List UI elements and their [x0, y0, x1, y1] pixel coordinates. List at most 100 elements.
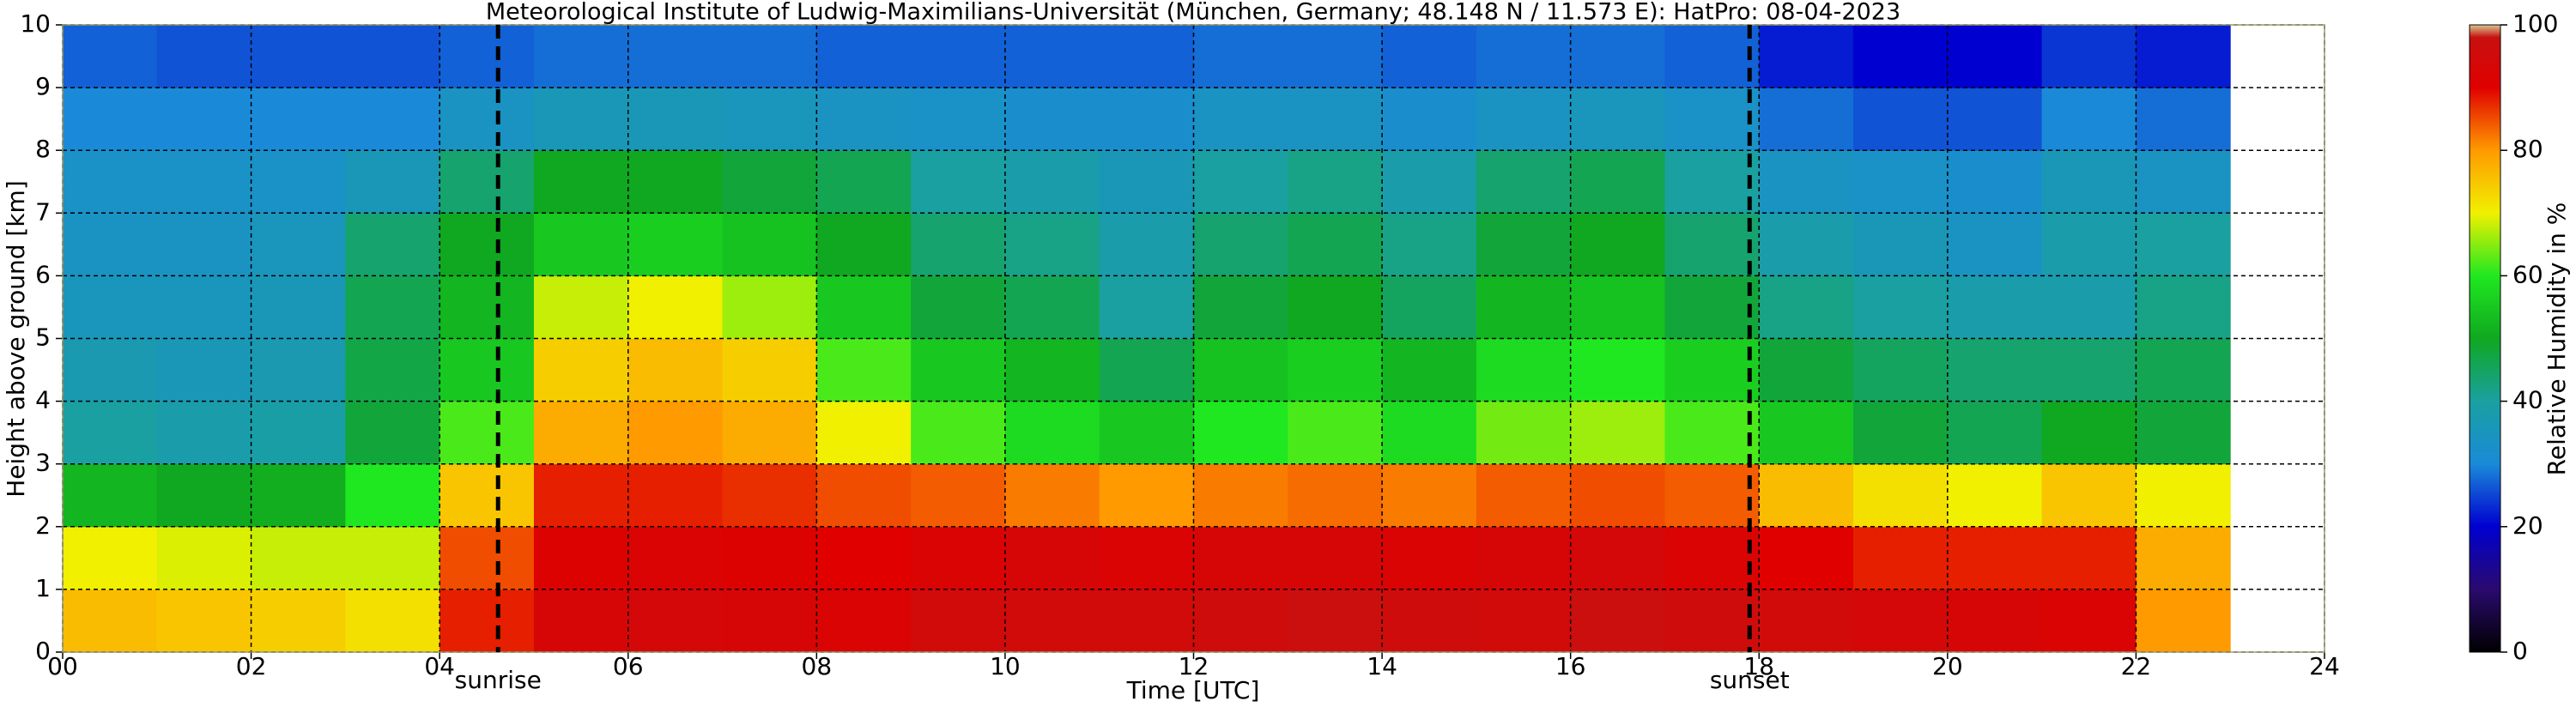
heatmap-cell	[1570, 275, 1665, 339]
plot-frame	[62, 24, 2325, 653]
heatmap-cell	[439, 275, 535, 339]
heatmap-cell	[63, 150, 158, 214]
heatmap-cell	[1947, 401, 2043, 465]
heatmap-cell	[722, 88, 817, 151]
heatmap-cell	[1004, 401, 1100, 465]
heatmap-cell	[156, 401, 252, 465]
heatmap-cell	[1570, 88, 1665, 151]
heatmap-cell	[251, 213, 346, 276]
heatmap-cell	[2136, 150, 2231, 214]
y-tick-label: 3	[35, 449, 51, 477]
heatmap-cell	[1853, 150, 1949, 214]
heatmap-cell	[2041, 526, 2137, 590]
heatmap-cell	[722, 213, 817, 276]
y-tick-label: 10	[20, 9, 51, 38]
heatmap-cell	[1193, 338, 1288, 402]
heatmap-cell	[1947, 25, 2043, 88]
heatmap-cell	[533, 338, 629, 402]
heatmap-cell	[533, 463, 629, 528]
heatmap-cell	[2041, 463, 2137, 528]
heatmap-cell	[1099, 526, 1194, 590]
heatmap-cell	[1193, 25, 1288, 88]
heatmap-cell	[2136, 213, 2231, 276]
heatmap-cell	[63, 88, 158, 151]
x-tick-label: 20	[1932, 652, 1963, 680]
heatmap-cell	[1193, 463, 1288, 528]
chart-title: Meteorological Institute of Ludwig-Maxim…	[486, 0, 1900, 26]
heatmap-cell	[911, 589, 1006, 653]
heatmap-cell	[1382, 401, 1477, 465]
heatmap-cell	[911, 275, 1006, 339]
colorbar-tick-label: 20	[2512, 511, 2543, 540]
heatmap-cell	[1664, 463, 1760, 528]
heatmap-cell	[1004, 589, 1100, 653]
heatmap-cell	[1664, 150, 1760, 214]
y-axis-label: Height above ground [km]	[2, 180, 30, 498]
heatmap-cell	[1759, 463, 1854, 528]
colorbar-tick-label: 0	[2512, 637, 2528, 665]
x-tick-label: 16	[1555, 652, 1586, 680]
heatmap-cell	[156, 463, 252, 528]
heatmap-cell	[1947, 213, 2043, 276]
heatmap-cell	[251, 275, 346, 339]
heatmap-cell	[1476, 213, 1572, 276]
heatmap-cell	[2136, 88, 2231, 151]
heatmap-cell	[816, 213, 912, 276]
heatmap-cell	[345, 25, 440, 88]
heatmap-cell	[722, 589, 817, 653]
y-tick-label: 1	[35, 574, 51, 602]
heatmap-cell	[1099, 401, 1194, 465]
heatmap-cell	[63, 275, 158, 339]
heatmap-cell	[533, 275, 629, 339]
heatmap-cell	[2041, 213, 2137, 276]
y-tick-label: 6	[35, 260, 51, 288]
heatmap-cell	[2041, 88, 2137, 151]
x-tick-label: 06	[613, 652, 644, 680]
heatmap-cell	[627, 275, 724, 339]
heatmap-cell	[911, 150, 1006, 214]
heatmap-cell	[1099, 213, 1194, 276]
y-tick-label: 2	[35, 511, 51, 540]
heatmap-cell	[1288, 213, 1383, 276]
heatmap-cell	[439, 25, 535, 88]
heatmap-cell	[1288, 25, 1383, 88]
heatmap-cell	[156, 526, 252, 590]
heatmap-cell	[1947, 463, 2043, 528]
heatmap-cell	[1382, 213, 1477, 276]
heatmap-cell	[1193, 150, 1288, 214]
x-tick-label: 12	[1179, 652, 1209, 680]
x-axis-label: Time [UTC]	[1126, 676, 1260, 704]
heatmap-cell	[816, 88, 912, 151]
heatmap-cell	[816, 150, 912, 214]
heatmap-cell	[345, 401, 440, 465]
heatmap-cell	[1288, 526, 1383, 590]
heatmap-cell	[1476, 275, 1572, 339]
heatmap-cell	[1853, 463, 1949, 528]
heatmap-cell	[1476, 88, 1572, 151]
heatmap-cell	[1382, 463, 1477, 528]
heatmap-cell	[251, 401, 346, 465]
heatmap-cell	[1759, 401, 1854, 465]
heatmap-cell	[1099, 589, 1194, 653]
heatmap-cell	[1570, 150, 1665, 214]
heatmap-cell	[533, 213, 629, 276]
heatmap-cell	[156, 88, 252, 151]
heatmap-cell	[627, 401, 724, 465]
heatmap-cell	[439, 526, 535, 590]
heatmap-cell	[1570, 213, 1665, 276]
heatmap-cell	[1193, 275, 1288, 339]
heatmap-cell	[1947, 526, 2043, 590]
heatmap-cell	[911, 401, 1006, 465]
heatmap-cell	[1004, 150, 1100, 214]
heatmap-cell	[2136, 589, 2231, 653]
heatmap-cell	[345, 463, 440, 528]
heatmap-cell	[1664, 526, 1760, 590]
heatmap-cell	[345, 213, 440, 276]
heatmap-cell	[63, 463, 158, 528]
heatmap-cell	[627, 88, 724, 151]
heatmap-cell	[911, 213, 1006, 276]
heatmap-cell	[816, 526, 912, 590]
heatmap-cell	[1853, 401, 1949, 465]
heatmap-cell	[1288, 338, 1383, 402]
heatmap-cell	[911, 338, 1006, 402]
